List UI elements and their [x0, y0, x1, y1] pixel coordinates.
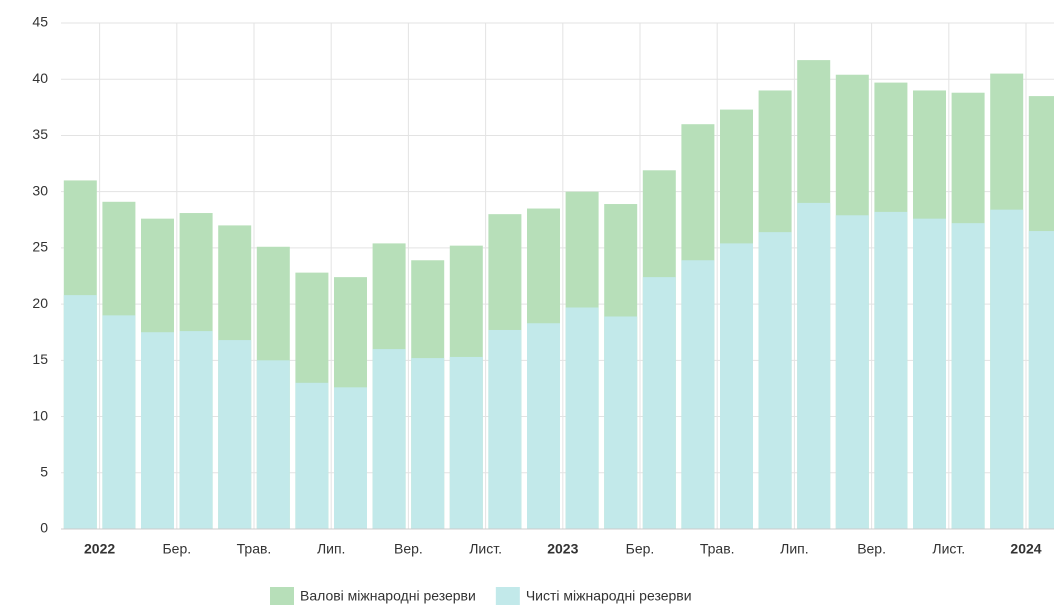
bar — [334, 387, 367, 529]
bar — [449, 356, 483, 529]
bar — [256, 360, 290, 529]
bar — [527, 323, 560, 529]
x-tick-label: 2023 — [547, 541, 578, 557]
bar — [63, 295, 97, 529]
bar — [874, 211, 908, 529]
y-tick-label: 0 — [40, 520, 48, 536]
x-tick-label: Бер. — [162, 541, 191, 557]
x-tick-label: Бер. — [626, 541, 655, 557]
x-tick-label: 2022 — [84, 541, 115, 557]
bar — [411, 358, 445, 529]
x-tick-label: Лип. — [317, 541, 345, 557]
x-tick-label: Трав. — [700, 541, 735, 557]
bar — [642, 277, 676, 529]
x-tick-label: Лист. — [469, 541, 502, 557]
bar — [295, 382, 329, 529]
bar — [951, 223, 985, 529]
bar — [990, 209, 1024, 529]
bar — [913, 218, 946, 530]
bar — [372, 349, 406, 529]
legend-swatch — [495, 587, 520, 605]
bar — [488, 329, 522, 529]
bar — [141, 332, 174, 529]
y-tick-label: 35 — [32, 126, 48, 142]
bar — [681, 260, 715, 529]
bar — [835, 215, 869, 529]
x-tick-label: Вер. — [394, 541, 423, 557]
bar — [604, 316, 638, 529]
y-tick-label: 15 — [32, 351, 48, 367]
bar — [1028, 231, 1054, 529]
bar — [179, 331, 213, 529]
bar — [102, 315, 136, 529]
bar — [565, 307, 599, 529]
x-tick-label: 2024 — [1010, 541, 1041, 557]
x-tick-label: Трав. — [237, 541, 272, 557]
y-tick-label: 45 — [32, 14, 48, 30]
y-tick-label: 20 — [32, 295, 48, 311]
legend-swatch — [270, 587, 294, 605]
y-tick-label: 10 — [32, 407, 48, 423]
x-tick-label: Вер. — [857, 541, 886, 557]
bar — [758, 232, 792, 529]
y-tick-label: 5 — [40, 463, 48, 479]
x-tick-label: Лип. — [780, 541, 808, 557]
y-tick-label: 30 — [32, 182, 48, 198]
y-tick-label: 25 — [32, 239, 48, 255]
bar — [797, 202, 831, 529]
x-tick-label: Лист. — [932, 541, 965, 557]
y-tick-label: 40 — [32, 70, 48, 86]
bar — [720, 243, 753, 529]
legend-label: Валові міжнародні резерви — [300, 588, 476, 604]
legend-label: Чисті міжнародні резерви — [526, 588, 692, 604]
bar — [218, 340, 252, 529]
